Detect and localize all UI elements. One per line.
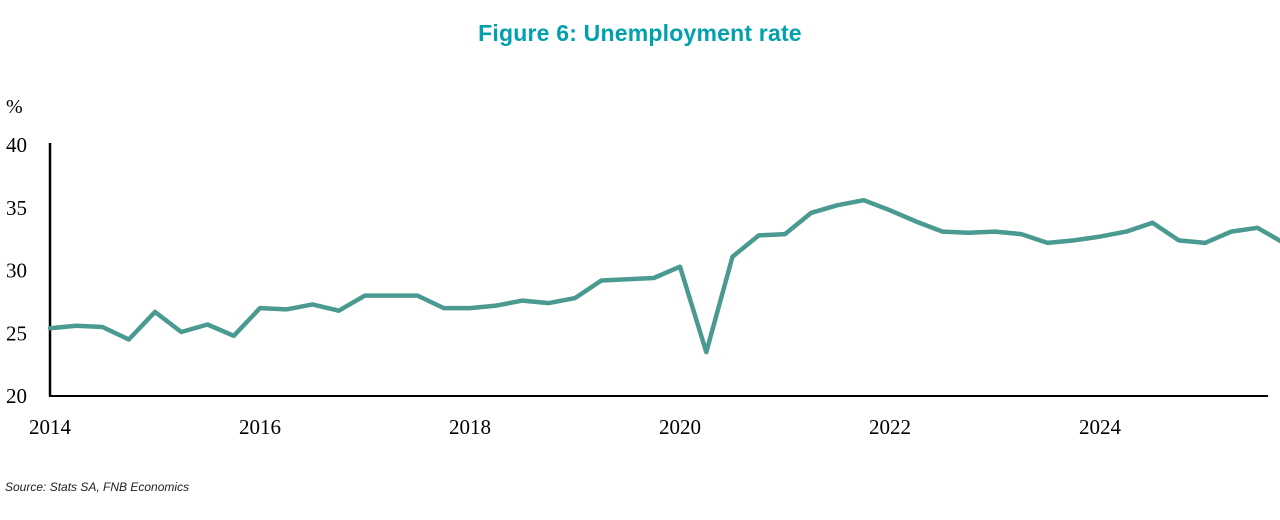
y-tick-label: 25 xyxy=(6,321,27,345)
x-tick-label: 2024 xyxy=(1079,415,1122,439)
unemployment-rate-series-line xyxy=(47,197,1280,355)
y-tick-label: 30 xyxy=(6,259,27,283)
y-tick-label: 40 xyxy=(6,133,27,157)
x-tick-label: 2014 xyxy=(29,415,72,439)
chart-title: Figure 6: Unemployment rate xyxy=(478,20,802,46)
y-tick-label: 20 xyxy=(6,384,27,408)
x-tick-label: 2016 xyxy=(239,415,281,439)
y-axis-unit-label: % xyxy=(6,96,23,118)
source-note: Source: Stats SA, FNB Economics xyxy=(5,480,190,494)
y-tick-label: 35 xyxy=(6,196,27,220)
x-tick-label: 2018 xyxy=(449,415,491,439)
x-tick-label: 2020 xyxy=(659,415,701,439)
x-tick-label: 2022 xyxy=(869,415,911,439)
